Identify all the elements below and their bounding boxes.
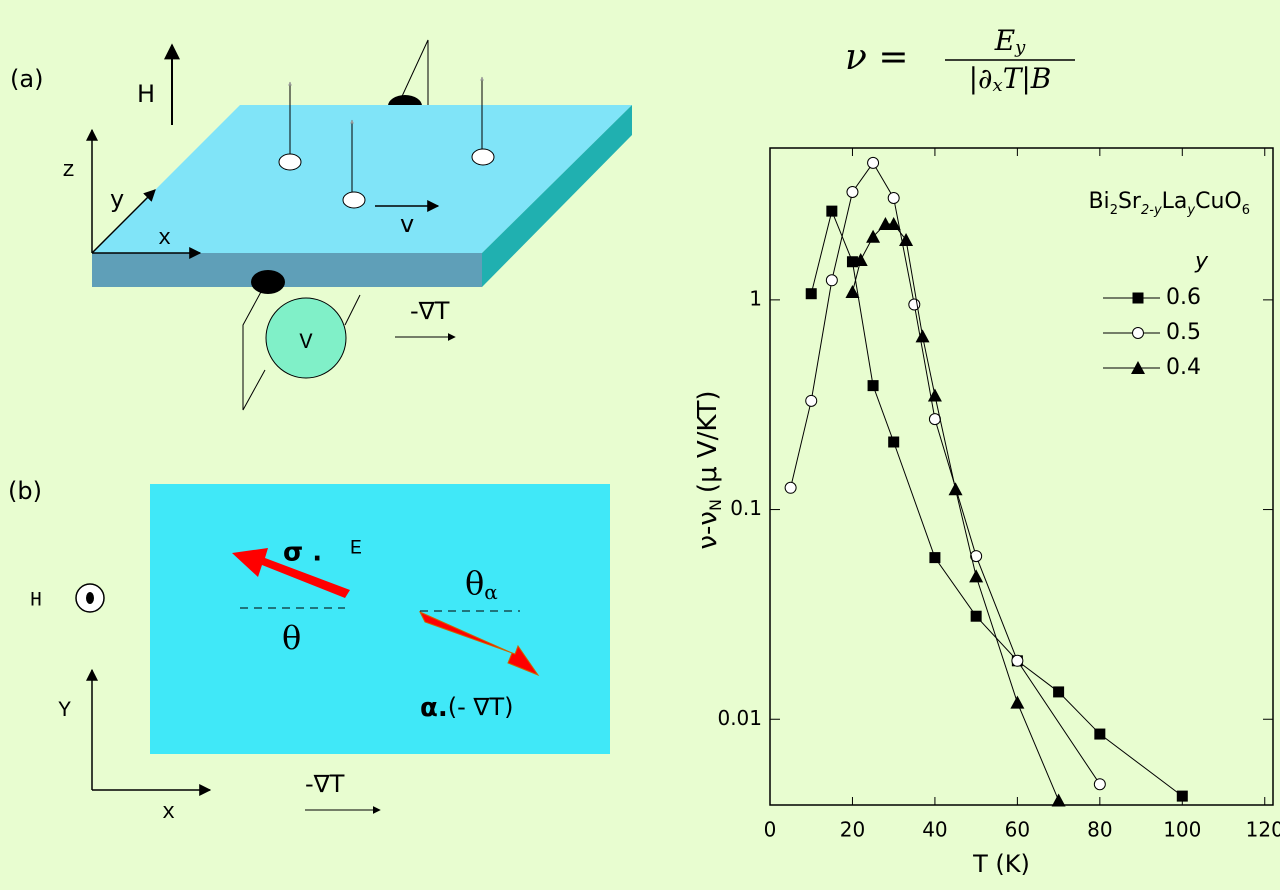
panel-a: (a) H z y x v V -∇T [10, 40, 632, 410]
panel-b: (b) H Y x -∇T σ . E θ θα α.(- ∇T) [8, 477, 610, 825]
x-label: x [162, 800, 175, 825]
marker [1094, 779, 1105, 790]
series-line [811, 211, 1182, 796]
legend-title-part: CuO [1195, 189, 1242, 214]
marker [888, 436, 899, 447]
alpha-label: α.(- ∇T) [420, 693, 513, 723]
h-dot [86, 592, 94, 604]
chart: 0 20 40 60 80 100 120 0.01 0.1 1 T (K) ν-νN (μ V/KT)… [693, 148, 1280, 878]
y-tick-label: 0.1 [730, 496, 762, 520]
z-label: z [62, 158, 75, 183]
series-line [852, 224, 1058, 800]
panel-label: (a) [10, 65, 43, 93]
marker [1053, 686, 1064, 697]
legend-title-part: 2 [1110, 203, 1118, 218]
den-a: |∂ [969, 62, 993, 95]
marker [806, 288, 817, 299]
alpha-grad: (- ∇T) [448, 693, 514, 721]
marker [969, 569, 983, 582]
grad-label: -∇T [410, 297, 450, 325]
slab-front [92, 253, 482, 287]
legend-title-part: 6 [1242, 203, 1250, 218]
x-axis-label: T (K) [972, 850, 1030, 878]
x-tick-label: 80 [1087, 818, 1112, 842]
marker [826, 206, 837, 217]
x-tick-label: 20 [840, 818, 865, 842]
marker [1052, 793, 1066, 806]
legend-label: 0.5 [1166, 320, 1201, 345]
sample [150, 484, 610, 754]
y-tick-label: 0.01 [717, 706, 762, 730]
marker [929, 552, 940, 563]
y-label-sub: N [706, 499, 725, 511]
formula-den: |∂xT|B [969, 62, 1052, 97]
x-tick-label: 120 [1246, 818, 1280, 842]
marker [868, 380, 879, 391]
num-sub: y [1014, 37, 1026, 58]
legend-title: Bi2Sr2-yLayCuO6 [1088, 189, 1250, 218]
y-label: y [110, 185, 124, 213]
num: E [994, 24, 1015, 57]
marker [916, 329, 930, 342]
x-tick-label: 0 [764, 818, 777, 842]
marker [785, 482, 796, 493]
x-label: x [158, 226, 171, 251]
marker [847, 186, 858, 197]
formula: ν = Ey |∂xT|B [845, 24, 1075, 97]
legend-label: 0.4 [1166, 355, 1201, 380]
marker [1177, 791, 1188, 802]
contact [251, 270, 285, 294]
slab-top [92, 105, 632, 253]
alpha-sub: α [484, 580, 498, 604]
grad-label: -∇T [305, 770, 345, 798]
marker [1094, 729, 1105, 740]
figure: (a) H z y x v V -∇T (b) H Y x -∇T σ . E … [0, 0, 1280, 890]
marker [1010, 696, 1024, 709]
alpha: α. [420, 693, 448, 723]
x-tick-label: 60 [1005, 818, 1030, 842]
legend-title-part: y [1186, 203, 1195, 218]
formula-num: Ey [994, 24, 1026, 59]
legend-title-part: Sr [1118, 189, 1142, 214]
h-label: H [30, 589, 42, 612]
e-label: E [350, 537, 362, 560]
x-tick-label: 100 [1163, 818, 1201, 842]
formula-lhs: ν = [845, 37, 909, 78]
marker [868, 157, 879, 168]
den-b: T|B [1003, 62, 1052, 95]
voltmeter-label: V [299, 330, 313, 355]
y-tick-label: 1 [749, 286, 762, 310]
x-tick-label: 40 [922, 818, 947, 842]
marker [826, 275, 837, 286]
marker [888, 193, 899, 204]
marker [1012, 655, 1023, 666]
legend-label: 0.6 [1166, 285, 1201, 310]
legend-marker [1133, 293, 1144, 304]
den-sub: x [993, 75, 1003, 96]
legend-title-part: La [1162, 189, 1188, 214]
legend-marker [1133, 328, 1144, 339]
y-label-rest: (μ V/KT) [693, 391, 723, 494]
legend-header: y [1194, 249, 1209, 274]
y-label-main: ν-ν [693, 511, 723, 549]
panel-label: (b) [8, 477, 42, 505]
marker [806, 395, 817, 406]
marker [971, 611, 982, 622]
page: (a) H z y x v V -∇T (b) H Y x -∇T σ . E … [0, 0, 1280, 890]
marker [949, 482, 963, 495]
sigma-label: σ . [283, 538, 322, 568]
v-label: v [400, 210, 414, 238]
theta: θ [465, 564, 484, 602]
y-axis-label: ν-νN (μ V/KT) [693, 391, 725, 550]
y-label: Y [58, 698, 71, 723]
theta-label: θ [282, 619, 301, 657]
legend-title-part: 2-y [1141, 203, 1162, 218]
h-label: H [137, 80, 155, 108]
legend-title-part: Bi [1088, 189, 1109, 214]
